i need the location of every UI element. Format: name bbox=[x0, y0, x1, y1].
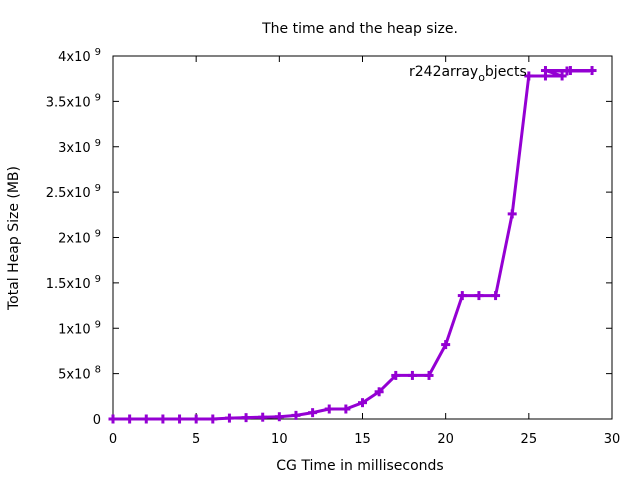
data-point bbox=[374, 387, 384, 397]
legend: r242arrayobjects bbox=[409, 64, 590, 84]
data-point bbox=[224, 413, 234, 423]
y-tick-label: 2x10 9 bbox=[58, 229, 101, 247]
series-layer bbox=[108, 66, 597, 424]
y-tick-label-exponent: 9 bbox=[95, 92, 101, 103]
data-point bbox=[424, 370, 434, 380]
data-point bbox=[441, 340, 451, 350]
x-tick-label: 10 bbox=[271, 432, 288, 447]
y-tick-label-base: 2.5x10 bbox=[46, 186, 91, 201]
data-point bbox=[557, 71, 567, 81]
data-point bbox=[158, 414, 168, 424]
y-tick-label: 3x10 9 bbox=[58, 138, 101, 156]
y-tick-label: 1.5x10 9 bbox=[46, 274, 101, 292]
data-point bbox=[474, 291, 484, 301]
data-point bbox=[208, 414, 218, 424]
data-point bbox=[125, 414, 135, 424]
y-tick-label-exponent: 9 bbox=[95, 183, 101, 194]
data-point bbox=[507, 209, 517, 219]
y-tick-label: 2.5x10 9 bbox=[46, 183, 101, 201]
x-tick-label: 0 bbox=[109, 432, 117, 447]
y-tick-label: 5x10 8 bbox=[58, 365, 101, 383]
data-point bbox=[457, 291, 467, 301]
series-line bbox=[113, 69, 592, 421]
y-tick-label-base: 3.5x10 bbox=[46, 95, 91, 110]
y-tick-label: 0 bbox=[93, 413, 101, 428]
x-tick-label: 30 bbox=[604, 432, 621, 447]
data-point bbox=[258, 412, 268, 422]
y-tick-label: 4x10 9 bbox=[58, 47, 101, 65]
x-axis: 0 5 10 15 20 25 30 bbox=[109, 56, 620, 447]
data-point bbox=[524, 71, 534, 81]
x-tick-label: 20 bbox=[437, 432, 454, 447]
y-tick-label-exponent: 9 bbox=[95, 138, 101, 149]
y-tick-label-base: 5x10 bbox=[58, 368, 91, 383]
data-point bbox=[141, 414, 151, 424]
y-tick-label-base: 1x10 bbox=[58, 322, 91, 337]
legend-label-suffix: bjects bbox=[485, 64, 527, 80]
data-point bbox=[191, 414, 201, 424]
y-tick-label-base: 1.5x10 bbox=[46, 277, 91, 292]
data-point bbox=[175, 414, 185, 424]
chart-title: The time and the heap size. bbox=[261, 21, 458, 37]
data-point bbox=[407, 370, 417, 380]
y-tick-label: 1x10 9 bbox=[58, 319, 101, 337]
data-point bbox=[274, 412, 284, 422]
y-tick-label: 3.5x10 9 bbox=[46, 92, 101, 110]
data-point bbox=[391, 370, 401, 380]
y-tick-label-exponent: 9 bbox=[95, 319, 101, 330]
x-tick-label: 5 bbox=[192, 432, 200, 447]
data-point bbox=[491, 291, 501, 301]
plot-frame bbox=[112, 55, 613, 420]
legend-label-subscript: o bbox=[478, 71, 485, 84]
data-point bbox=[324, 404, 334, 414]
data-point bbox=[308, 408, 318, 418]
data-point bbox=[291, 410, 301, 420]
data-point bbox=[108, 414, 118, 424]
plot-area bbox=[112, 55, 613, 420]
y-tick-label-base: 4x10 bbox=[58, 50, 91, 65]
y-tick-label-base: 2x10 bbox=[58, 232, 91, 247]
y-tick-label-base: 0 bbox=[93, 413, 101, 428]
x-axis-title: CG Time in milliseconds bbox=[276, 458, 443, 474]
x-tick-label: 15 bbox=[354, 432, 371, 447]
y-tick-label-exponent: 9 bbox=[95, 274, 101, 285]
data-point bbox=[241, 413, 251, 423]
y-tick-label-exponent: 8 bbox=[95, 365, 101, 376]
data-point bbox=[358, 398, 367, 408]
legend-label: r242arrayobjects bbox=[409, 64, 527, 84]
y-tick-label-exponent: 9 bbox=[95, 47, 101, 58]
y-axis-title: Total Heap Size (MB) bbox=[6, 166, 22, 311]
x-tick-label: 25 bbox=[521, 432, 538, 447]
y-tick-label-base: 3x10 bbox=[58, 141, 91, 156]
y-tick-label-exponent: 9 bbox=[95, 229, 101, 240]
legend-label-main: r242array bbox=[409, 64, 478, 80]
data-point bbox=[341, 404, 351, 414]
